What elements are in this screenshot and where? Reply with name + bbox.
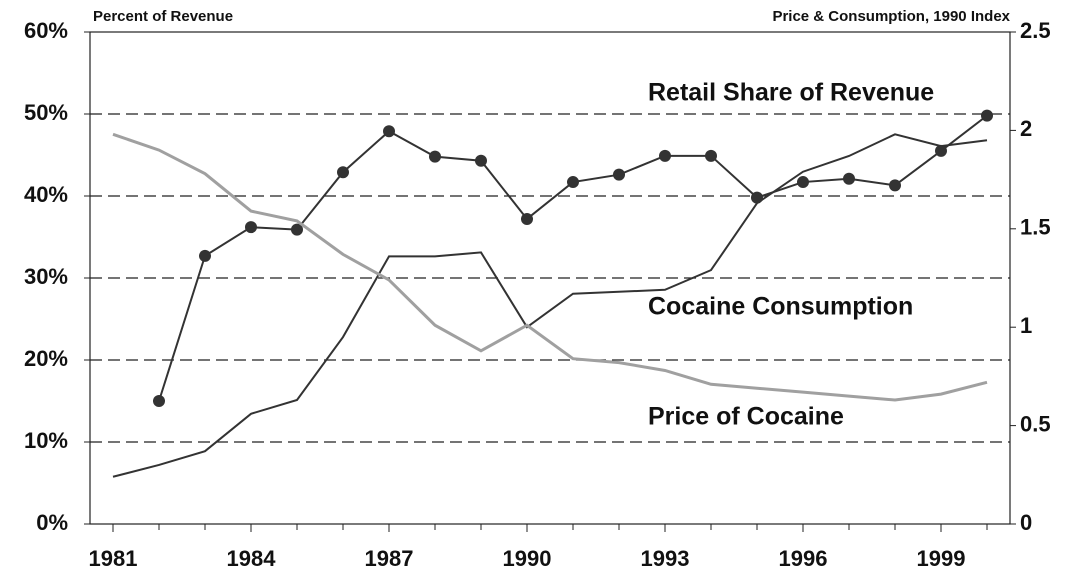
- series-marker: [889, 179, 901, 192]
- y-tick-label: 50%: [24, 100, 68, 125]
- series-label: Price of Cocaine: [648, 403, 844, 431]
- y-tick-label: 40%: [24, 182, 68, 207]
- y2-tick-label: 2.5: [1020, 18, 1051, 43]
- x-tick-label: 1999: [917, 546, 966, 571]
- series-marker: [475, 154, 487, 167]
- x-tick-label: 1996: [779, 546, 828, 571]
- y-tick-label: 30%: [24, 264, 68, 289]
- x-tick-label: 1993: [641, 546, 690, 571]
- series-marker: [521, 212, 533, 225]
- series-line: [112, 132, 988, 402]
- series-marker: [567, 176, 579, 189]
- series-marker: [659, 149, 671, 162]
- y2-axis-label: Price & Consumption, 1990 Index: [772, 8, 1010, 25]
- y-tick-label: 0%: [36, 510, 68, 535]
- y2-tick-label: 1: [1020, 313, 1032, 338]
- series-marker: [981, 109, 993, 122]
- series-marker: [843, 172, 855, 185]
- series-marker: [705, 149, 717, 162]
- y2-tick-label: 2: [1020, 116, 1032, 141]
- series-marker: [383, 125, 395, 138]
- y-axis-label: Percent of Revenue: [93, 8, 233, 25]
- series-marker: [613, 168, 625, 181]
- y2-tick-label: 1.5: [1020, 215, 1051, 240]
- x-tick-label: 1981: [89, 546, 138, 571]
- y-tick-label: 60%: [24, 18, 68, 43]
- series-marker: [291, 223, 303, 236]
- series-marker: [245, 221, 257, 234]
- series-marker: [199, 249, 211, 262]
- series-marker: [751, 191, 763, 204]
- series-marker: [337, 166, 349, 179]
- series-marker: [429, 150, 441, 163]
- x-tick-label: 1990: [503, 546, 552, 571]
- series-label: Cocaine Consumption: [648, 293, 913, 321]
- x-tick-label: 1984: [227, 546, 277, 571]
- series-marker: [153, 395, 165, 407]
- series-label: Retail Share of Revenue: [648, 79, 934, 107]
- series-line: [112, 133, 988, 478]
- series-marker: [797, 176, 809, 189]
- y2-tick-label: 0: [1020, 510, 1032, 535]
- x-tick-label: 1987: [365, 546, 414, 571]
- y-tick-label: 10%: [24, 428, 68, 453]
- y-tick-label: 20%: [24, 346, 68, 371]
- series-marker: [935, 144, 947, 157]
- y2-tick-label: 0.5: [1020, 411, 1051, 436]
- plot-frame: [89, 31, 1011, 525]
